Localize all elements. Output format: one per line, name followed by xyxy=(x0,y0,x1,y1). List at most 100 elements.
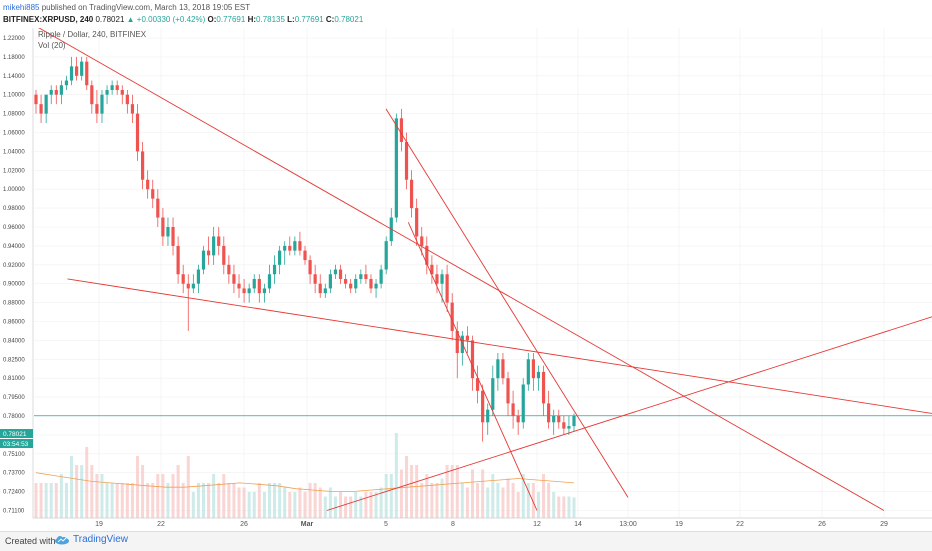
volume-bar xyxy=(131,483,134,518)
ohlc-bar: BITFINEX:XRPUSD, 240 0.78021 ▲ +0.00330 … xyxy=(3,15,363,24)
volume-bar xyxy=(562,497,565,519)
candle-body xyxy=(446,274,449,302)
low-label: L: xyxy=(287,15,295,24)
volume-bar xyxy=(80,465,83,518)
trendlines[interactable] xyxy=(36,28,932,511)
volume-bar xyxy=(192,492,195,518)
price-tick-label: 1.14000 xyxy=(3,74,25,80)
candle-body xyxy=(501,359,504,378)
published-text: published on TradingView.com, March 13, … xyxy=(42,3,250,12)
time-tick-label: 26 xyxy=(818,521,826,528)
tradingview-link[interactable]: TradingView xyxy=(54,534,128,545)
volume-bar xyxy=(90,465,93,518)
candle-body xyxy=(182,274,185,283)
candle-body xyxy=(496,359,499,378)
candle-body xyxy=(288,246,291,251)
candle-body xyxy=(511,403,514,416)
candle-body xyxy=(329,274,332,288)
candle-body xyxy=(237,284,240,289)
volume-bar xyxy=(415,465,418,518)
price-tick-label: 1.18000 xyxy=(3,55,25,61)
volume-bar xyxy=(304,492,307,518)
candlestick-chart[interactable]: 1.220001.180001.140001.100001.080001.060… xyxy=(0,28,932,531)
volume-bar xyxy=(512,483,515,518)
candle-body xyxy=(481,391,484,423)
candle-body xyxy=(440,274,443,283)
candle-body xyxy=(197,270,200,284)
volume-bar xyxy=(202,483,205,518)
volume-bar xyxy=(481,470,484,519)
volume-bar xyxy=(278,483,281,518)
volume-bar xyxy=(501,488,504,519)
candle-body xyxy=(451,303,454,331)
volume-bar xyxy=(314,483,317,518)
volume-bar xyxy=(329,488,332,519)
volume-bar xyxy=(106,483,109,518)
high-value: 0.78135 xyxy=(256,15,285,24)
candle-body xyxy=(105,90,108,95)
volume-bar xyxy=(65,483,68,518)
volume-bar xyxy=(146,483,149,518)
volume-bar xyxy=(227,483,230,518)
candle-body xyxy=(547,403,550,422)
symbol-label: BITFINEX:XRPUSD, 240 xyxy=(3,15,93,24)
low-value: 0.77691 xyxy=(295,15,324,24)
candle-body xyxy=(263,288,266,293)
candle-body xyxy=(303,251,306,260)
candle-body xyxy=(80,62,83,76)
open-value: 0.77691 xyxy=(216,15,245,24)
candle-body xyxy=(572,416,575,426)
candle-body xyxy=(222,246,225,265)
volume-bar xyxy=(364,492,367,518)
volume-bar xyxy=(248,492,251,518)
volume-bar xyxy=(446,465,449,518)
price-tick-label: 1.04000 xyxy=(3,149,25,155)
candle-body xyxy=(126,95,129,104)
volume-bar xyxy=(430,483,433,518)
volume-bar xyxy=(60,474,63,518)
volume-bar xyxy=(253,492,256,518)
price-tick-label: 0.84000 xyxy=(3,338,25,344)
candle-body xyxy=(354,279,357,288)
candle-body xyxy=(369,279,372,288)
volume-bar xyxy=(273,483,276,518)
volume-bar xyxy=(496,483,499,518)
candle-body xyxy=(517,416,520,422)
candle-body xyxy=(562,422,565,428)
candle-body xyxy=(420,236,423,245)
candle-body xyxy=(293,241,296,250)
price-tick-label: 1.00000 xyxy=(3,187,25,193)
volume-bar xyxy=(420,483,423,518)
price-tick-label: 0.71100 xyxy=(3,509,25,515)
candle-body xyxy=(177,246,180,274)
time-tick-label: Mar xyxy=(301,521,314,528)
volume-bar xyxy=(573,497,576,518)
volume-bar xyxy=(40,483,43,518)
time-tick-label: 19 xyxy=(95,521,103,528)
volume-bar xyxy=(547,483,550,518)
candle-body xyxy=(131,104,134,113)
candle-body xyxy=(537,372,540,378)
volume-bars xyxy=(35,433,576,518)
candle-body xyxy=(202,251,205,270)
candle-body xyxy=(248,288,251,293)
volume-bar xyxy=(75,465,78,518)
time-tick-label: 22 xyxy=(157,521,165,528)
price-tick-label: 1.22000 xyxy=(3,36,25,42)
candle-body xyxy=(212,236,215,255)
volume-bar xyxy=(35,483,38,518)
volume-bar xyxy=(461,483,464,518)
candle-body xyxy=(466,336,469,341)
author-link[interactable]: mikehi885 xyxy=(3,3,39,12)
volume-bar xyxy=(238,488,241,519)
last-price: 0.78021 xyxy=(95,15,124,24)
candle-body xyxy=(75,66,78,75)
time-tick-label: 14 xyxy=(574,521,582,528)
candle-body xyxy=(151,189,154,198)
volume-bar xyxy=(288,492,291,518)
candle-body xyxy=(116,85,119,90)
time-tick-label: 5 xyxy=(384,521,388,528)
candle-body xyxy=(85,62,88,86)
candle-body xyxy=(70,66,73,80)
